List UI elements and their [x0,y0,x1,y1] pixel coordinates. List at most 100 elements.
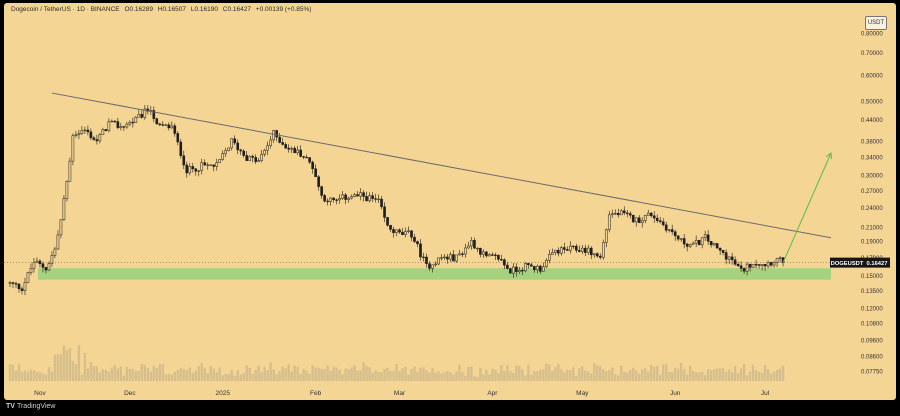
candle-body [428,263,431,269]
candle-body [697,239,701,246]
volume-bar [65,349,69,381]
volume-bar [185,370,188,381]
volume-bar [745,375,749,381]
volume-bar [458,364,461,381]
candle-body [296,149,299,154]
candle-body [700,237,704,246]
volume-bar [11,365,15,381]
candle-body [551,252,554,255]
candle-body [491,254,494,256]
candle-body [299,149,302,157]
volume-bar [721,368,725,381]
chart-panel[interactable]: 0.80000 0.70000 0.60000 0.50000 0.44000 0.380… [4,3,896,400]
candle-body [116,121,120,128]
y-tick-label: 0.44000 [861,118,883,124]
volume-bar [71,360,75,381]
candle-body [107,121,111,131]
candle-body [80,130,84,134]
candle-body [221,153,225,160]
candle-body [374,198,377,200]
volume-bar [566,369,569,381]
candle-body [236,142,240,151]
candle-body [545,260,548,268]
candle-body [248,155,252,161]
volume-bar [407,374,410,381]
y-tick-label: 0.08600 [861,354,883,360]
candle-body [95,139,99,142]
candle-body [8,282,12,284]
candle-body [506,264,509,269]
candle-body [688,243,692,247]
volume-bar [697,372,701,381]
candle-body [709,241,713,246]
projection-arrow[interactable] [782,152,832,263]
volume-bar [173,371,176,381]
candle-body [548,254,551,261]
volume-bar [440,373,443,381]
last-price-label: 0.16427 [867,261,888,267]
candle-body [158,123,162,126]
x-tick-label: Feb [310,390,322,397]
volume-bar [254,369,257,381]
price-chart[interactable]: 0.80000 0.70000 0.60000 0.50000 0.44000 0.380… [4,3,896,400]
candle-body [581,247,584,252]
y-tick-label: 0.38000 [861,139,883,145]
volume-bar [44,374,48,381]
volume-bar [296,366,299,381]
volume-bar [461,372,464,381]
volume-bar [221,375,224,381]
volume-bar [386,367,389,381]
candle-body [485,251,488,257]
volume-bar [86,368,90,381]
candle-body [17,283,21,289]
volume-bar [350,367,353,381]
resistance-trendline[interactable] [51,92,832,239]
volume-bar [116,368,120,381]
volume-bar [158,364,162,381]
volume-bar [593,363,596,381]
currency-unit-button[interactable]: USDT [865,16,887,30]
volume-bar [416,371,419,381]
candle-body [182,155,186,166]
volume-bar [110,367,114,381]
volume-bar [712,369,716,381]
volume-bar [605,371,608,381]
ohlc-low: L0.16190 [190,6,218,13]
volume-bar [398,371,401,381]
volume-bar [131,369,135,381]
volume-bar [644,368,647,381]
candle-body [98,134,102,142]
candle-body [86,129,90,133]
volume-bar [739,368,743,381]
volume-bar [691,371,695,381]
candle-body [125,123,129,128]
volume-bar [587,371,590,381]
y-tick-label: 0.13500 [861,289,883,295]
last-price-tag [864,257,890,268]
candle-body [661,221,665,226]
volume-bar [53,354,57,381]
candle-body [745,263,749,272]
volume-bar [212,368,215,381]
volume-bar [673,367,677,381]
candle-body [44,267,48,271]
candle-body [251,155,254,158]
volume-bar [299,373,302,381]
volume-bar [215,372,218,381]
candle-body [362,192,365,197]
volume-bar [227,373,230,381]
volume-bar [509,371,512,381]
candle-body [26,272,30,283]
candle-body [560,247,563,254]
volume-bar [341,374,344,381]
volume-bar [368,367,371,381]
candle-body [712,243,716,246]
candle-body [179,141,183,156]
candle-body [727,256,731,260]
volume-bar [194,370,197,381]
volume-bar [488,374,491,381]
volume-bar [338,369,341,381]
volume-bar [395,363,398,381]
volume-bar [434,372,437,381]
symbol-header: Dogecoin / TetherUS · 1D · BINANCE O0.16… [11,6,314,13]
